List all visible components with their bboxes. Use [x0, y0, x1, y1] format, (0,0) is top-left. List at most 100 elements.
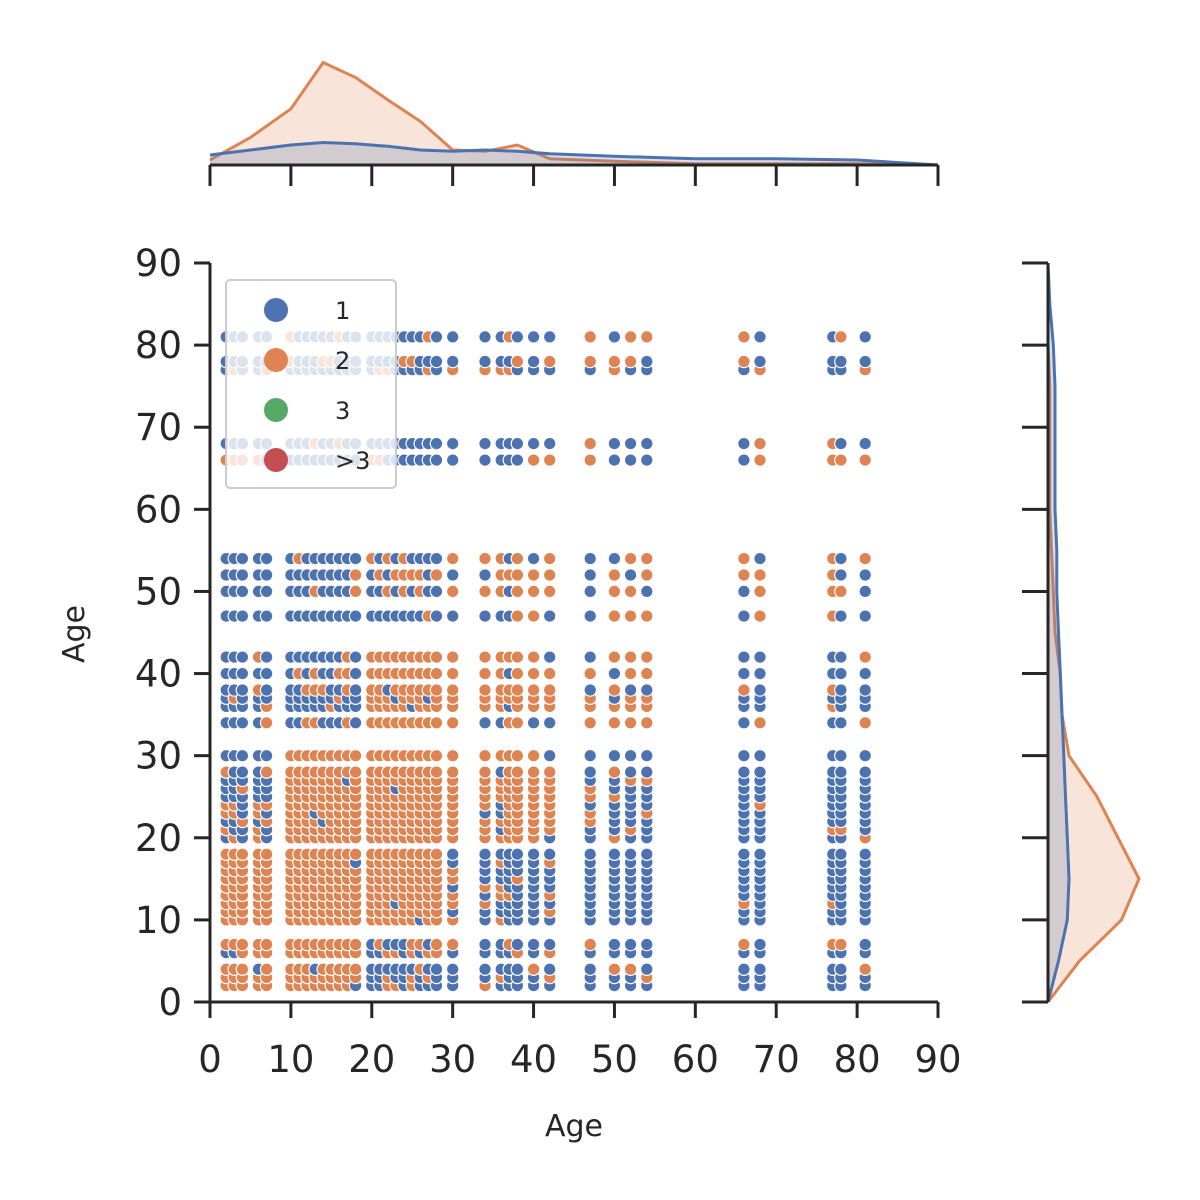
scatter-point [478, 962, 492, 976]
scatter-point [583, 748, 597, 763]
scatter-point [834, 330, 848, 344]
scatter-point [834, 354, 848, 369]
scatter-point [510, 937, 525, 952]
scatter-point [542, 453, 557, 467]
scatter-point [834, 715, 848, 730]
scatter-point [510, 847, 525, 861]
scatter-point [858, 765, 872, 779]
scatter-point [542, 715, 557, 730]
scatter-point [526, 354, 541, 369]
scatter-point [445, 650, 460, 664]
scatter-point [348, 715, 363, 730]
scatter-point [445, 584, 460, 599]
x-axis-title: Age [545, 1109, 603, 1144]
scatter-point [542, 650, 557, 664]
scatter-point [510, 551, 525, 566]
scatter-point [834, 937, 848, 952]
scatter-point [348, 748, 363, 763]
top-kde-line-1 [209, 140, 939, 167]
scatter-point [858, 683, 872, 697]
right-kde-line-1 [1046, 262, 1071, 1003]
scatter-point [753, 962, 767, 976]
scatter-point [429, 847, 444, 861]
y-tick-label: 40 [135, 653, 182, 696]
scatter-point [858, 568, 872, 582]
scatter-point [526, 683, 541, 697]
legend-marker-2 [264, 348, 288, 372]
scatter-point [583, 551, 597, 566]
scatter-point [259, 650, 274, 664]
scatter-point [526, 847, 541, 861]
legend-marker-3 [264, 398, 288, 422]
x-tick-label: 80 [834, 1038, 881, 1081]
scatter-point [834, 453, 848, 467]
scatter-point [858, 330, 872, 344]
scatter-point [478, 609, 492, 623]
scatter-point [583, 683, 597, 697]
scatter-point [623, 354, 638, 369]
scatter-point [235, 584, 250, 599]
scatter-point [235, 666, 250, 681]
scatter-point [348, 650, 363, 664]
scatter-point [259, 715, 274, 730]
scatter-point [259, 748, 274, 763]
scatter-point [348, 847, 363, 861]
scatter-point [737, 354, 751, 369]
scatter-point [526, 551, 541, 566]
top-marginal-kde [208, 60, 940, 186]
scatter-point [348, 609, 363, 623]
scatter-point [429, 666, 444, 681]
scatter-point [607, 436, 622, 451]
scatter-point [478, 715, 492, 730]
scatter-point [348, 683, 363, 697]
scatter-point [858, 551, 872, 566]
scatter-point [259, 683, 274, 697]
scatter-point [510, 650, 525, 664]
scatter-point [235, 683, 250, 697]
scatter-point [834, 436, 848, 451]
scatter-point [510, 453, 525, 467]
x-tick-label: 70 [753, 1038, 800, 1081]
scatter-point [478, 937, 492, 952]
scatter-point [623, 436, 638, 451]
scatter-point [607, 937, 622, 952]
legend-label-3: 3 [335, 397, 350, 425]
scatter-point [639, 453, 654, 467]
scatter-point [737, 609, 751, 623]
scatter-point [639, 715, 654, 730]
scatter-point [510, 609, 525, 623]
scatter-point [235, 847, 250, 861]
scatter-point [259, 962, 274, 976]
scatter-point [478, 568, 492, 582]
scatter-point [429, 436, 444, 451]
scatter-point [542, 937, 557, 952]
scatter-point [429, 765, 444, 779]
scatter-point [429, 609, 444, 623]
scatter-point [753, 584, 767, 599]
scatter-point [348, 568, 363, 582]
scatter-point [607, 551, 622, 566]
scatter-point [639, 330, 654, 344]
scatter-point [623, 584, 638, 599]
scatter-point [429, 584, 444, 599]
scatter-point [858, 666, 872, 681]
scatter-point [583, 715, 597, 730]
scatter-point [510, 354, 525, 369]
scatter-point [583, 609, 597, 623]
scatter-point [753, 551, 767, 566]
scatter-point [607, 330, 622, 344]
scatter-point [639, 937, 654, 952]
scatter-point [858, 453, 872, 467]
scatter-point [639, 551, 654, 566]
scatter-point [478, 847, 492, 861]
scatter-point [445, 609, 460, 623]
scatter-point [753, 765, 767, 779]
scatter-point [510, 962, 525, 976]
scatter-point [429, 683, 444, 697]
scatter-point [607, 568, 622, 582]
scatter-point [583, 937, 597, 952]
scatter-point [235, 962, 250, 976]
scatter-point [639, 584, 654, 599]
scatter-point [429, 650, 444, 664]
